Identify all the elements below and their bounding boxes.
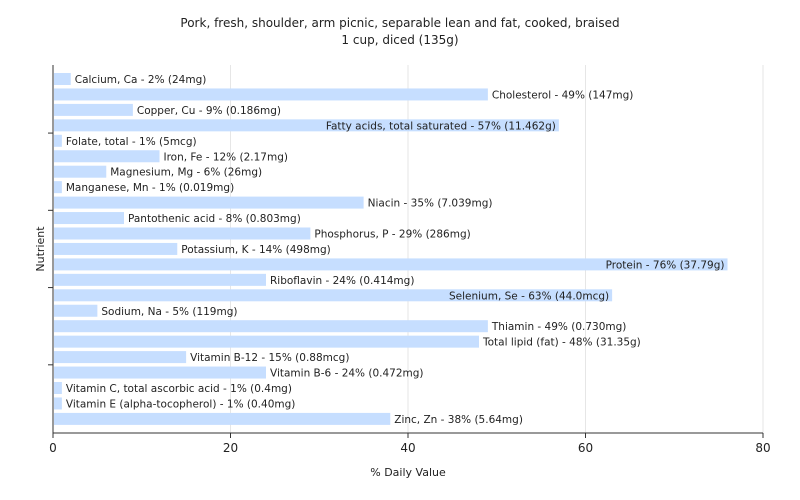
- x-tick-label: 80: [755, 441, 770, 455]
- bar: [54, 412, 391, 425]
- bar-label: Magnesium, Mg - 6% (26mg): [110, 167, 262, 179]
- bar-label: Niacin - 35% (7.039mg): [368, 198, 493, 210]
- bar-labels: Calcium, Ca - 2% (24mg) Cholesterol - 49%…: [66, 74, 725, 426]
- bar-label: Calcium, Ca - 2% (24mg): [75, 74, 207, 86]
- y-axis-title: Nutrient: [34, 226, 47, 272]
- bar-label: Vitamin B-6 - 24% (0.472mg): [270, 368, 424, 380]
- bar: [54, 73, 71, 85]
- bar: [54, 351, 187, 364]
- bars: [54, 73, 728, 425]
- x-tick-label: 60: [578, 441, 593, 455]
- bar-label: Sodium, Na - 5% (119mg): [101, 306, 237, 318]
- bar-label: Vitamin C, total ascorbic acid - 1% (0.4…: [66, 383, 292, 395]
- bar-label: Zinc, Zn - 38% (5.64mg): [394, 414, 523, 426]
- bar-label: Riboflavin - 24% (0.414mg): [270, 275, 414, 287]
- bar-label: Selenium, Se - 63% (44.0mcg): [449, 290, 609, 302]
- bar: [54, 88, 488, 101]
- bar-label: Manganese, Mn - 1% (0.019mg): [66, 182, 234, 194]
- bar: [54, 289, 613, 302]
- bar: [54, 242, 178, 255]
- bar: [54, 382, 62, 394]
- bar-label: Folate, total - 1% (5mcg): [66, 136, 197, 148]
- bar: [54, 397, 62, 410]
- x-tick-label: 20: [223, 441, 238, 455]
- x-ticks: 0 20 40 60 80: [49, 433, 771, 455]
- bar: [54, 273, 266, 286]
- bar: [54, 304, 98, 317]
- x-tick-label: 40: [400, 441, 415, 455]
- bar-label: Phosphorus, P - 29% (286mg): [314, 229, 470, 241]
- bar-label: Total lipid (fat) - 48% (31.35g): [482, 337, 641, 349]
- bar-label: Vitamin E (alpha-tocopherol) - 1% (0.40m…: [66, 398, 296, 410]
- bar-label: Potassium, K - 14% (498mg): [181, 244, 331, 256]
- bar: [54, 258, 728, 271]
- chart-title-line-2: 1 cup, diced (135g): [341, 33, 458, 47]
- bar-label: Pantothenic acid - 8% (0.803mg): [128, 213, 301, 225]
- chart-title-line-1: Pork, fresh, shoulder, arm picnic, separ…: [180, 16, 619, 30]
- bar-label: Vitamin B-12 - 15% (0.88mcg): [190, 352, 349, 364]
- bar: [54, 134, 62, 147]
- bar-label: Iron, Fe - 12% (2.17mg): [164, 151, 288, 163]
- x-axis-title: % Daily Value: [370, 466, 446, 479]
- bar: [54, 212, 124, 225]
- bar: [54, 119, 559, 132]
- bar-label: Fatty acids, total saturated - 57% (11.4…: [326, 120, 556, 132]
- bar: [54, 150, 160, 163]
- x-tick-label: 0: [49, 441, 57, 455]
- bar: [54, 320, 488, 333]
- bar: [54, 366, 266, 379]
- bar: [54, 165, 107, 178]
- bar: [54, 181, 62, 194]
- bar-label: Cholesterol - 49% (147mg): [492, 89, 634, 101]
- bar-label: Copper, Cu - 9% (0.186mg): [137, 105, 281, 117]
- bar-label: Thiamin - 49% (0.730mg): [491, 321, 627, 333]
- bar: [54, 103, 133, 116]
- bar: [54, 196, 364, 209]
- bar: [54, 227, 311, 240]
- bar-label: Protein - 76% (37.79g): [606, 259, 725, 271]
- bar: [54, 335, 479, 348]
